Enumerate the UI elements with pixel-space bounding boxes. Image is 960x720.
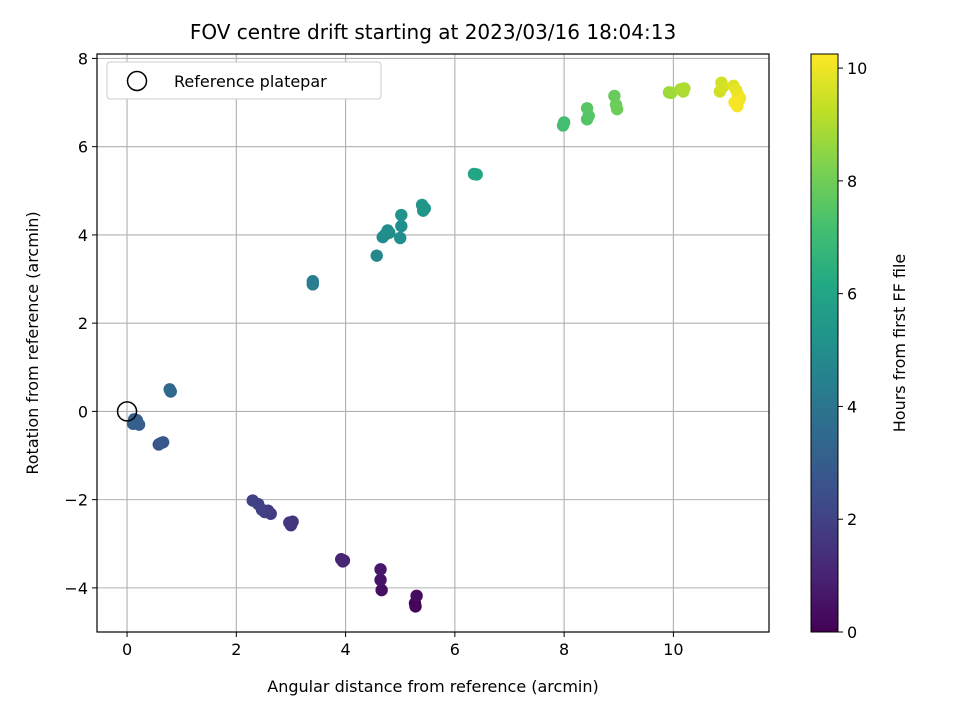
data-point — [470, 168, 483, 181]
data-point — [728, 96, 741, 109]
x-axis-ticks: 0 2 4 6 8 10 — [122, 632, 684, 659]
x-tick-label: 8 — [559, 640, 569, 659]
legend-reference-label: Reference platepar — [174, 72, 327, 91]
x-tick-label: 4 — [340, 640, 350, 659]
colorbar: 0 2 4 6 8 10 Hours from first FF file — [810, 53, 909, 642]
colorbar-tick-label: 8 — [847, 172, 857, 191]
data-point — [410, 589, 423, 603]
data-point — [163, 383, 176, 396]
data-point — [156, 436, 170, 449]
scatter-points — [116, 76, 747, 613]
data-point — [370, 249, 383, 262]
y-tick-label: −4 — [64, 579, 88, 598]
data-point — [306, 275, 320, 288]
data-point — [716, 80, 729, 94]
data-point — [580, 102, 594, 115]
plot-area — [96, 53, 770, 633]
chart-title: FOV centre drift starting at 2023/03/16 … — [190, 20, 676, 44]
y-tick-label: 2 — [78, 314, 88, 333]
plot-frame — [96, 53, 770, 633]
data-point — [383, 226, 396, 239]
data-point — [337, 554, 351, 567]
y-axis-label: Rotation from reference (arcmin) — [23, 211, 42, 474]
colorbar-ticks: 0 2 4 6 8 10 — [838, 59, 867, 642]
data-point — [374, 573, 387, 587]
x-tick-label: 10 — [663, 640, 683, 659]
data-point — [374, 563, 387, 576]
y-tick-label: 0 — [78, 402, 88, 421]
data-point — [375, 583, 388, 597]
data-point — [395, 219, 408, 233]
data-point — [678, 82, 691, 95]
x-tick-label: 0 — [122, 640, 132, 659]
data-point — [665, 86, 678, 100]
data-point — [557, 116, 571, 129]
y-tick-label: −2 — [64, 491, 88, 510]
legend-box — [106, 61, 382, 100]
x-tick-label: 6 — [450, 640, 460, 659]
x-tick-label: 2 — [231, 640, 241, 659]
y-tick-label: 4 — [78, 226, 88, 245]
colorbar-tick-label: 4 — [847, 397, 857, 416]
reference-platepar-marker — [116, 401, 138, 422]
colorbar-tick-label: 0 — [847, 623, 857, 642]
colorbar-tick-label: 6 — [847, 285, 857, 304]
data-point — [395, 208, 408, 222]
y-tick-label: 6 — [78, 138, 88, 157]
colorbar-tick-label: 10 — [847, 59, 867, 78]
data-point — [246, 494, 259, 507]
y-axis-ticks: −4 −2 0 2 4 6 8 — [64, 49, 97, 598]
data-point — [610, 102, 624, 116]
legend: Reference platepar — [106, 61, 382, 100]
data-point — [394, 231, 407, 245]
grid — [97, 54, 769, 632]
colorbar-tick-label: 2 — [847, 510, 857, 529]
x-axis-label: Angular distance from reference (arcmin) — [267, 677, 598, 696]
legend-reference-marker — [126, 70, 148, 92]
y-tick-label: 8 — [78, 49, 88, 68]
data-point — [283, 516, 296, 529]
data-point — [416, 204, 430, 217]
colorbar-gradient — [810, 53, 839, 633]
colorbar-label: Hours from first FF file — [890, 254, 909, 433]
